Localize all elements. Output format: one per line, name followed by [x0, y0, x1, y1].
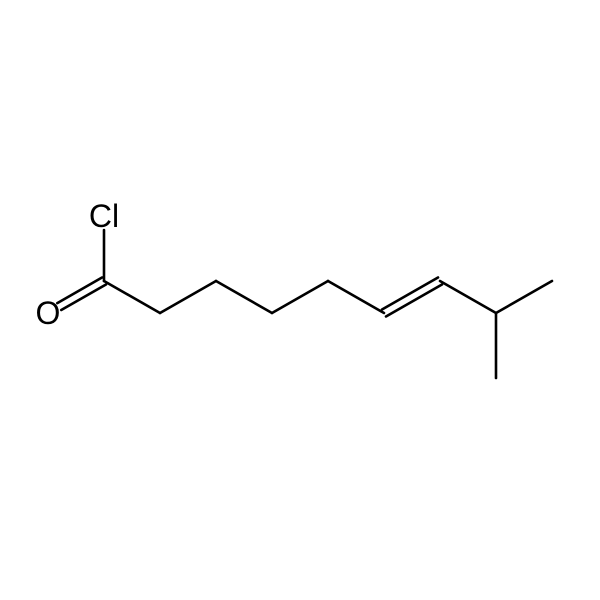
atom-label-o1: O	[36, 295, 61, 331]
bond	[272, 281, 328, 313]
bond	[216, 281, 272, 313]
atom-label-cl: Cl	[89, 198, 119, 234]
bond	[328, 281, 384, 313]
bond	[382, 278, 438, 310]
bond	[160, 281, 216, 313]
bond	[104, 281, 160, 313]
molecule-diagram: O Cl	[0, 0, 600, 600]
bond	[496, 281, 552, 313]
bond	[386, 284, 442, 316]
bond	[440, 281, 496, 313]
